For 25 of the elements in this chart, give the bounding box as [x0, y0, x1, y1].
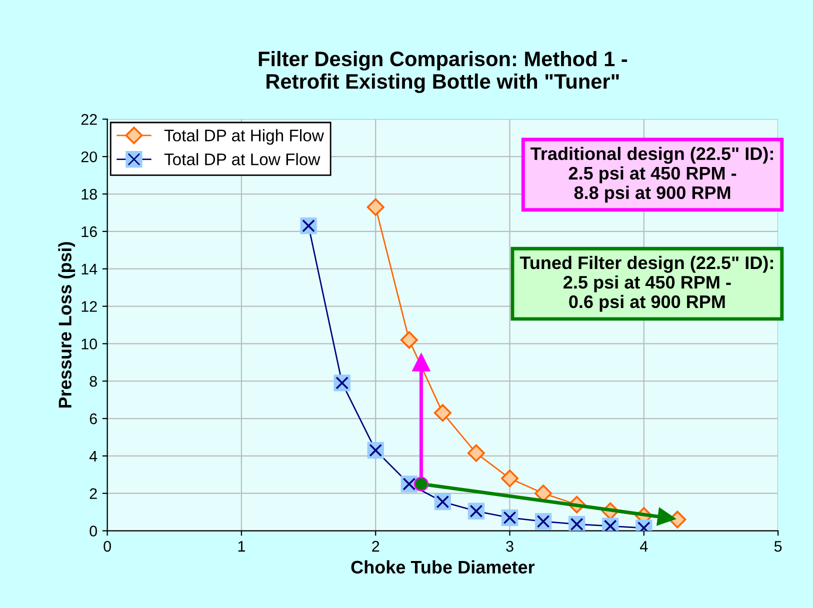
y-tick-label: 20: [81, 151, 97, 162]
y-tick-label: 8: [90, 376, 97, 387]
x-tick-label: 2: [372, 540, 380, 552]
x-tick-label: 5: [774, 541, 782, 552]
x-tick-label: 1: [238, 541, 245, 552]
y-tick-label: 2: [90, 488, 97, 499]
legend-label: Total DP at Low Flow: [164, 153, 320, 166]
y-tick-label: 4: [89, 450, 98, 462]
chart-title: Filter Design Comparison: Method 1 - Retrofit Existing Bottle with "Tuner": [258, 50, 628, 94]
x-axis-title: Choke Tube Diameter: [351, 560, 535, 574]
y-tick-label: 16: [82, 226, 97, 238]
y-tick-label: 14: [82, 264, 98, 274]
y-tick-label: 12: [82, 301, 97, 312]
legend-label: Total DP at High Flow: [164, 129, 324, 145]
y-tick-label: 18: [82, 188, 97, 200]
y-tick-label: 22: [81, 114, 97, 125]
x-tick-label: 0: [104, 540, 111, 552]
x-tick-label: 4: [640, 541, 648, 552]
y-tick-label: 0: [90, 526, 97, 536]
y-tick-label: 6: [90, 413, 97, 424]
annotation: Traditional design (22.5" ID): 2.5 psi at 450 RPM - 8.8 psi at 900 RPM: [530, 146, 773, 203]
y-axis-title: Pressure Loss (psi): [58, 242, 76, 408]
y-tick-label: 10: [82, 338, 97, 350]
x-tick-label: 3: [506, 540, 514, 552]
annotation: Tuned Filter design (22.5" ID): 2.5 psi at 450 RPM - 0.6 psi at 900 RPM: [520, 256, 773, 312]
